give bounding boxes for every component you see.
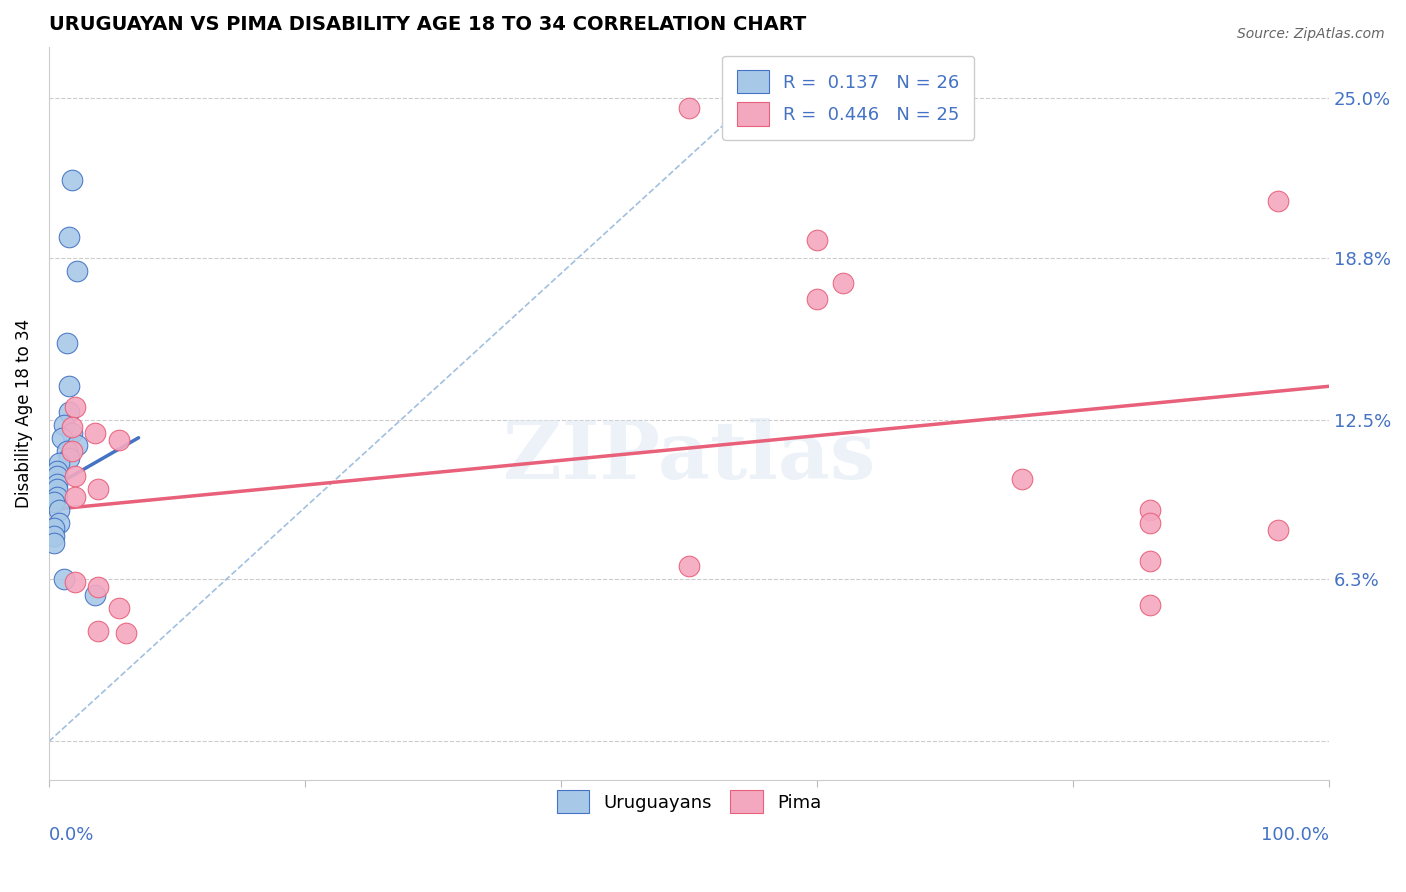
Legend: Uruguayans, Pima: Uruguayans, Pima — [547, 781, 831, 822]
Point — [58, 379, 80, 393]
Point — [108, 434, 131, 448]
Point — [42, 495, 65, 509]
Point — [86, 482, 108, 496]
Point — [53, 572, 76, 586]
Text: 0.0%: 0.0% — [49, 826, 94, 844]
Point — [63, 490, 86, 504]
Point — [58, 405, 80, 419]
Point — [1139, 516, 1161, 530]
Point — [63, 400, 86, 414]
Point — [56, 335, 79, 350]
Point — [45, 490, 67, 504]
Point — [84, 425, 107, 440]
Point — [84, 588, 107, 602]
Point — [48, 516, 70, 530]
Point — [114, 626, 136, 640]
Point — [58, 451, 80, 466]
Text: 100.0%: 100.0% — [1261, 826, 1329, 844]
Point — [678, 559, 700, 574]
Point — [58, 230, 80, 244]
Point — [45, 477, 67, 491]
Text: Source: ZipAtlas.com: Source: ZipAtlas.com — [1237, 27, 1385, 41]
Point — [1267, 524, 1289, 538]
Point — [48, 503, 70, 517]
Y-axis label: Disability Age 18 to 34: Disability Age 18 to 34 — [15, 318, 32, 508]
Point — [806, 292, 828, 306]
Point — [86, 624, 108, 638]
Point — [108, 600, 131, 615]
Point — [45, 469, 67, 483]
Point — [1011, 472, 1033, 486]
Point — [60, 425, 83, 440]
Point — [60, 420, 83, 434]
Point — [51, 431, 73, 445]
Point — [53, 417, 76, 432]
Point — [1139, 503, 1161, 517]
Point — [42, 536, 65, 550]
Point — [1139, 598, 1161, 612]
Point — [806, 233, 828, 247]
Point — [1267, 194, 1289, 208]
Point — [56, 443, 79, 458]
Point — [42, 528, 65, 542]
Point — [1139, 554, 1161, 568]
Point — [60, 443, 83, 458]
Point — [86, 580, 108, 594]
Point — [66, 263, 89, 277]
Point — [42, 521, 65, 535]
Point — [66, 438, 89, 452]
Point — [678, 102, 700, 116]
Point — [63, 469, 86, 483]
Point — [63, 574, 86, 589]
Point — [60, 173, 83, 187]
Text: ZIPatlas: ZIPatlas — [503, 418, 875, 496]
Point — [831, 277, 853, 291]
Text: URUGUAYAN VS PIMA DISABILITY AGE 18 TO 34 CORRELATION CHART: URUGUAYAN VS PIMA DISABILITY AGE 18 TO 3… — [49, 15, 806, 34]
Point — [45, 464, 67, 478]
Point — [45, 482, 67, 496]
Point — [48, 457, 70, 471]
